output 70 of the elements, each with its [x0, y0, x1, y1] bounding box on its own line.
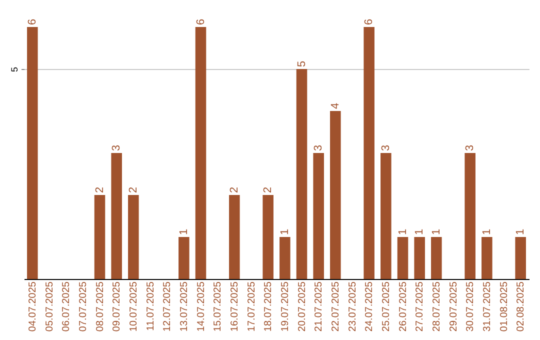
data-label: 1: [278, 228, 291, 235]
x-tick-label: 30.07.2025: [465, 281, 476, 332]
data-label: 3: [380, 144, 392, 151]
bar: [178, 237, 190, 279]
data-label: 1: [514, 228, 527, 235]
data-label: 3: [464, 144, 476, 151]
x-tick-label: 18.07.2025: [263, 281, 274, 332]
bar: [313, 153, 324, 279]
x-tick-label: 28.07.2025: [431, 281, 442, 332]
data-label: 2: [127, 186, 140, 193]
x-tick-label: 04.07.2025: [27, 281, 38, 332]
data-label: 1: [430, 228, 442, 235]
data-label: 4: [329, 102, 342, 109]
x-tick-label: 25.07.2025: [380, 281, 392, 332]
x-tick-label: 07.07.2025: [78, 281, 89, 332]
x-tick-label: 17.07.2025: [246, 281, 258, 332]
data-label: 5: [296, 60, 308, 67]
bar: [380, 153, 392, 279]
bar: [280, 237, 290, 279]
data-label: 3: [312, 144, 325, 151]
x-tick-label: 21.07.2025: [314, 281, 325, 332]
bar: [94, 195, 106, 279]
data-label: 2: [228, 186, 240, 193]
x-tick-label: 19.07.2025: [280, 281, 291, 332]
x-tick-label: 09.07.2025: [112, 281, 123, 332]
bar: [364, 27, 374, 279]
x-tick-label: 01.08.2025: [498, 281, 510, 332]
x-tick-label: 12.07.2025: [162, 281, 174, 332]
x-tick-label: 02.08.2025: [516, 281, 527, 332]
x-tick-label: 13.07.2025: [178, 281, 190, 332]
x-tick-label: 08.07.2025: [94, 281, 106, 332]
bar: [397, 237, 408, 279]
data-label: 1: [414, 228, 426, 235]
bar: [128, 195, 139, 279]
bar: [262, 195, 274, 279]
x-tick-label: 26.07.2025: [398, 281, 409, 332]
data-label: 3: [110, 144, 123, 151]
data-label: 1: [178, 228, 190, 235]
x-tick-label: 14.07.2025: [196, 281, 207, 332]
x-tick-label: 29.07.2025: [448, 281, 460, 332]
bar: [229, 195, 240, 279]
x-tick-label: 05.07.2025: [44, 281, 56, 332]
data-label: 6: [26, 18, 38, 25]
bar: [296, 69, 308, 279]
x-tick-label: 15.07.2025: [212, 281, 224, 332]
x-tick-label: 24.07.2025: [364, 281, 376, 332]
x-tick-label: 10.07.2025: [128, 281, 140, 332]
bar: [515, 237, 526, 279]
x-tick-label: 31.07.2025: [482, 281, 493, 332]
data-label: 2: [94, 186, 106, 193]
data-label: 6: [363, 18, 376, 25]
x-tick-label: 23.07.2025: [347, 281, 358, 332]
data-label: 6: [194, 18, 207, 25]
x-tick-label: 16.07.2025: [229, 281, 240, 332]
bar: [195, 27, 206, 279]
bar: [464, 153, 476, 279]
bar: [431, 237, 442, 279]
x-tick-label: 06.07.2025: [61, 281, 72, 332]
bar: [330, 111, 341, 279]
x-tick-label: 11.07.2025: [145, 281, 156, 331]
bar: [27, 27, 38, 279]
x-tick-label: 27.07.2025: [414, 281, 426, 332]
bar: [414, 237, 425, 279]
bar: [111, 153, 122, 279]
data-label: 1: [480, 228, 493, 235]
data-label: 2: [262, 186, 274, 193]
x-tick-label: 22.07.2025: [330, 281, 342, 332]
bar: [482, 237, 492, 279]
x-tick-label: 20.07.2025: [296, 281, 308, 332]
data-label: 1: [396, 228, 409, 235]
